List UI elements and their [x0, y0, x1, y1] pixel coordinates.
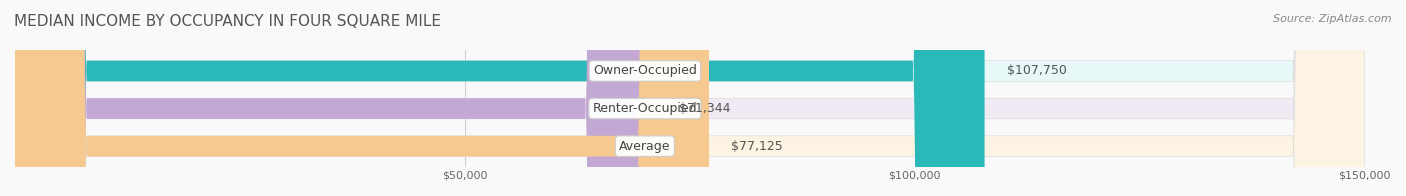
FancyBboxPatch shape: [15, 0, 657, 196]
Text: $77,125: $77,125: [731, 140, 783, 153]
Text: MEDIAN INCOME BY OCCUPANCY IN FOUR SQUARE MILE: MEDIAN INCOME BY OCCUPANCY IN FOUR SQUAR…: [14, 14, 441, 29]
Text: $107,750: $107,750: [1007, 64, 1067, 77]
Text: Renter-Occupied: Renter-Occupied: [592, 102, 697, 115]
FancyBboxPatch shape: [15, 0, 1365, 196]
FancyBboxPatch shape: [15, 0, 1365, 196]
FancyBboxPatch shape: [15, 0, 1365, 196]
Text: Average: Average: [619, 140, 671, 153]
FancyBboxPatch shape: [15, 0, 984, 196]
Text: Owner-Occupied: Owner-Occupied: [593, 64, 697, 77]
Text: $71,344: $71,344: [679, 102, 731, 115]
Text: Source: ZipAtlas.com: Source: ZipAtlas.com: [1274, 14, 1392, 24]
FancyBboxPatch shape: [15, 0, 709, 196]
